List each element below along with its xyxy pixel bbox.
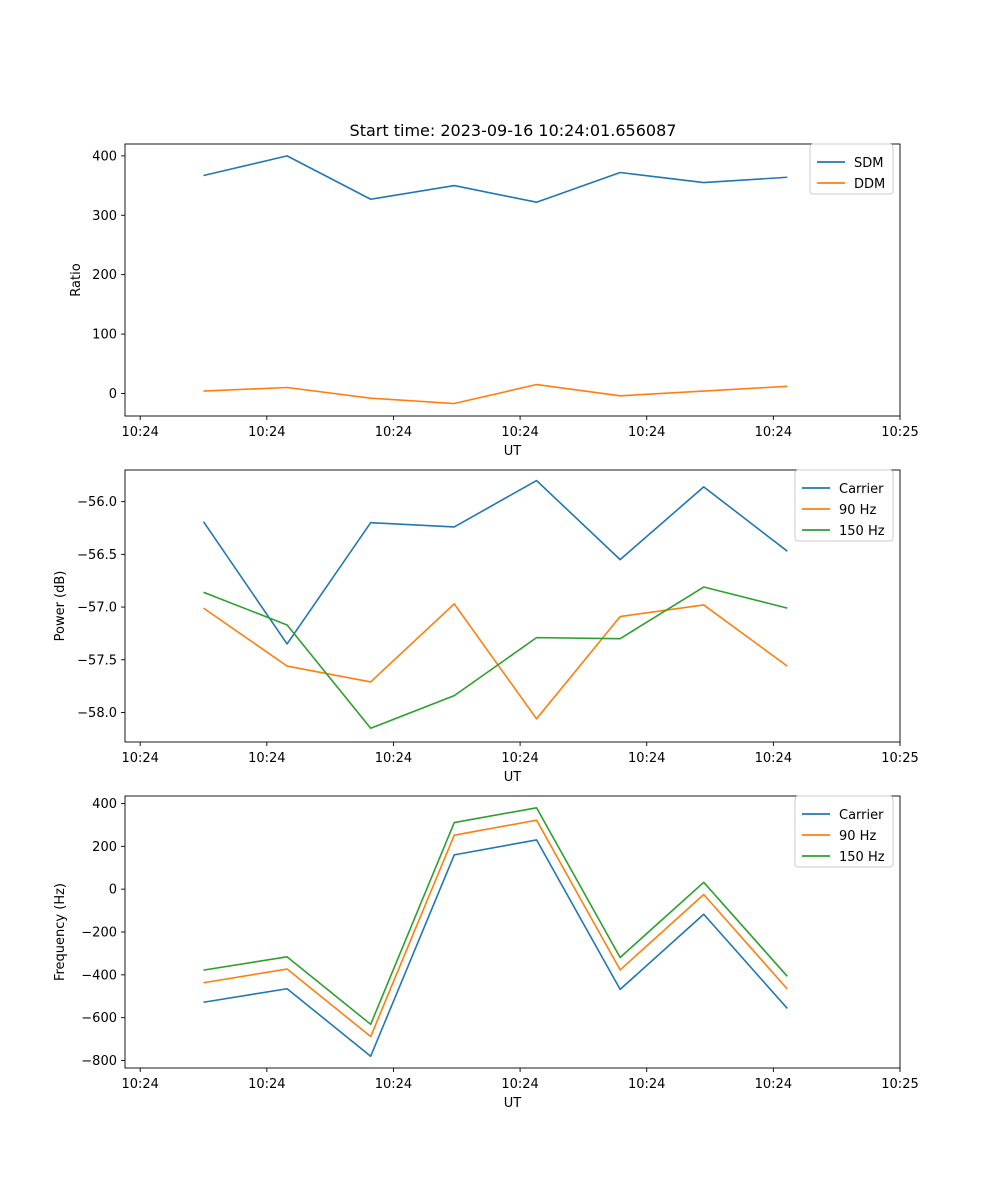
x-tick-label: 10:24 bbox=[501, 1077, 538, 1092]
y-axis-label: Frequency (Hz) bbox=[53, 883, 68, 981]
y-tick-label: −400 bbox=[81, 968, 117, 983]
x-axis-label: UT bbox=[504, 1096, 522, 1111]
legend-label: 90 Hz bbox=[839, 829, 876, 844]
series-line-sdm bbox=[203, 155, 788, 203]
x-tick-label: 10:24 bbox=[248, 425, 285, 440]
series-line-90-hz bbox=[203, 819, 788, 1038]
x-tick-label: 10:24 bbox=[375, 1077, 412, 1092]
y-tick-label: −600 bbox=[81, 1011, 117, 1026]
x-axis-label: UT bbox=[504, 770, 522, 785]
y-tick-label: −56.0 bbox=[77, 495, 117, 510]
y-tick-label: −57.5 bbox=[77, 653, 117, 668]
y-tick-label: −57.0 bbox=[77, 601, 117, 616]
chart-panel-2: 10:24 10:24 10:24 10:24 10:24 10:24 10:25 −58.0… bbox=[53, 469, 919, 785]
y-tick-label: 0 bbox=[109, 387, 117, 402]
series-line-150-hz bbox=[203, 806, 788, 1026]
legend-label: SDM bbox=[854, 156, 883, 171]
series-line-150-hz bbox=[203, 586, 788, 730]
plot-frame bbox=[124, 143, 901, 417]
legend-label: Carrier bbox=[839, 808, 884, 823]
x-tick-label: 10:24 bbox=[121, 751, 158, 766]
y-tick-label: 0 bbox=[109, 883, 117, 898]
series-line-carrier bbox=[203, 839, 788, 1058]
x-tick-label: 10:24 bbox=[755, 751, 792, 766]
x-tick-label: 10:25 bbox=[881, 751, 918, 766]
x-axis-label: UT bbox=[504, 444, 522, 459]
y-tick-label: 400 bbox=[92, 149, 117, 164]
x-tick-label: 10:24 bbox=[248, 751, 285, 766]
x-tick-label: 10:24 bbox=[628, 1077, 665, 1092]
x-tick-label: 10:24 bbox=[755, 1077, 792, 1092]
x-tick-label: 10:24 bbox=[121, 425, 158, 440]
series-line-carrier bbox=[202, 479, 788, 645]
y-axis-label: Power (dB) bbox=[53, 571, 68, 642]
y-tick-label: −56.5 bbox=[77, 548, 117, 563]
legend-box bbox=[809, 143, 894, 195]
y-tick-label: −58.0 bbox=[77, 706, 117, 721]
x-tick-label: 10:24 bbox=[375, 425, 412, 440]
y-tick-label: −200 bbox=[81, 926, 117, 941]
x-tick-label: 10:24 bbox=[375, 751, 412, 766]
figure-title: Start time: 2023-09-16 10:24:01.656087 bbox=[350, 121, 677, 140]
legend-label: 150 Hz bbox=[839, 850, 885, 865]
x-tick-label: 10:25 bbox=[881, 425, 918, 440]
legend-label: DDM bbox=[854, 177, 885, 192]
plot-frame bbox=[124, 469, 901, 743]
series-line-ddm bbox=[203, 383, 788, 405]
x-tick-label: 10:25 bbox=[881, 1077, 918, 1092]
chart-panel-3: 10:24 10:24 10:24 10:24 10:24 10:24 10:25 −800 −… bbox=[53, 795, 919, 1111]
y-tick-label: 300 bbox=[92, 209, 117, 224]
x-tick-label: 10:24 bbox=[628, 425, 665, 440]
legend-label: 90 Hz bbox=[839, 503, 876, 518]
x-tick-label: 10:24 bbox=[501, 425, 538, 440]
y-tick-label: −800 bbox=[81, 1054, 117, 1069]
y-tick-label: 100 bbox=[92, 328, 117, 343]
x-tick-label: 10:24 bbox=[501, 751, 538, 766]
chart-panel-1: 10:24 10:24 10:24 10:24 10:24 10:24 10:25 0 100 2… bbox=[69, 143, 919, 459]
y-axis-label: Ratio bbox=[69, 263, 84, 296]
x-tick-label: 10:24 bbox=[628, 751, 665, 766]
y-tick-label: 200 bbox=[92, 840, 117, 855]
legend-label: 150 Hz bbox=[839, 524, 885, 539]
y-tick-label: 400 bbox=[92, 797, 117, 812]
legend-label: Carrier bbox=[839, 482, 884, 497]
x-tick-label: 10:24 bbox=[755, 425, 792, 440]
x-tick-label: 10:24 bbox=[248, 1077, 285, 1092]
x-tick-label: 10:24 bbox=[121, 1077, 158, 1092]
series-line-90-hz bbox=[203, 603, 788, 720]
y-tick-label: 200 bbox=[92, 268, 117, 283]
